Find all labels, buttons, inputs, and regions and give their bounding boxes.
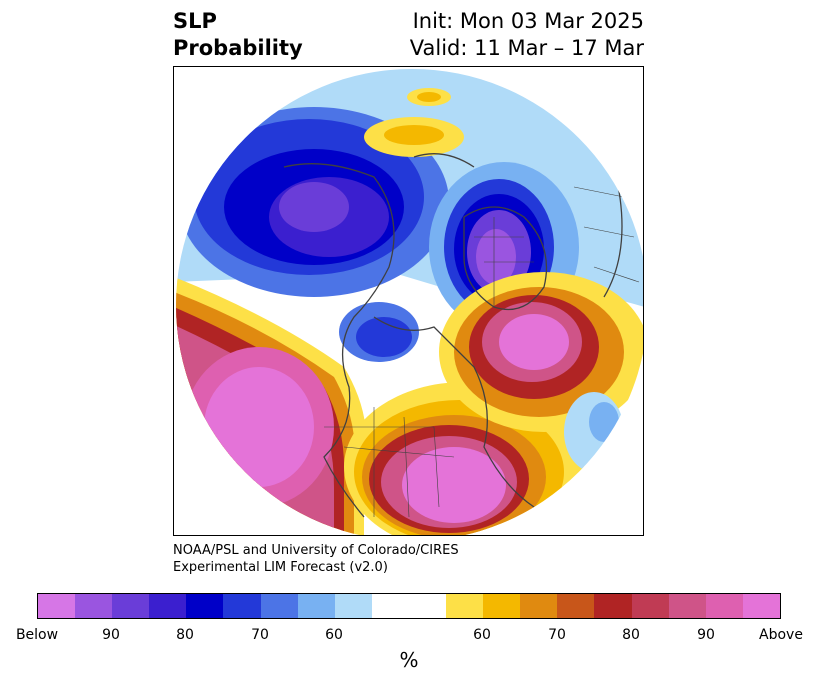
colorbar-tick-label: 60 [325,627,343,643]
valid-dates: Valid: 11 Mar – 17 Mar [409,36,644,60]
colorbar-segment [742,594,780,618]
colorbar-segment [186,594,224,618]
colorbar-segment [705,594,743,618]
credit-line2: Experimental LIM Forecast (v2.0) [173,560,388,575]
map-panel [173,66,644,536]
colorbar-segment [446,594,484,618]
colorbar-segment [631,594,669,618]
colorbar-segment [75,594,113,618]
colorbar-segment [520,594,558,618]
colorbar-segment [594,594,632,618]
date-title: Init: Mon 03 Mar 2025 Valid: 11 Mar – 17… [410,8,644,62]
colorbar-segment [371,594,447,618]
colorbar-tick-label: 90 [697,627,715,643]
init-date: Init: Mon 03 Mar 2025 [412,9,644,33]
colorbar-segment [668,594,706,618]
colorbar [37,593,781,619]
probability-map [176,69,643,535]
colorbar-tick-label: 90 [102,627,120,643]
variable-title-line2: Probability [173,36,303,60]
colorbar-segment [112,594,150,618]
colorbar-tick-label: 80 [176,627,194,643]
credit-line1: NOAA/PSL and University of Colorado/CIRE… [173,543,459,558]
colorbar-tick-label: 70 [251,627,269,643]
credit-text: NOAA/PSL and University of Colorado/CIRE… [173,542,459,576]
colorbar-tick-label: 70 [548,627,566,643]
colorbar-tick-label: Below [15,627,59,643]
colorbar-tick-label: 80 [622,627,640,643]
colorbar-segment [149,594,187,618]
colorbar-segment [297,594,335,618]
colorbar-segment [334,594,372,618]
colorbar-segment [38,594,76,618]
variable-title: SLP Probability [173,8,303,62]
colorbar-tick-label: 60 [473,627,491,643]
colorbar-tick-label: Above [759,627,803,643]
colorbar-segment [260,594,298,618]
colorbar-segment [483,594,521,618]
colorbar-unit-label: % [399,648,419,672]
colorbar-segment [223,594,261,618]
colorbar-segment [557,594,595,618]
variable-title-line1: SLP [173,9,217,33]
